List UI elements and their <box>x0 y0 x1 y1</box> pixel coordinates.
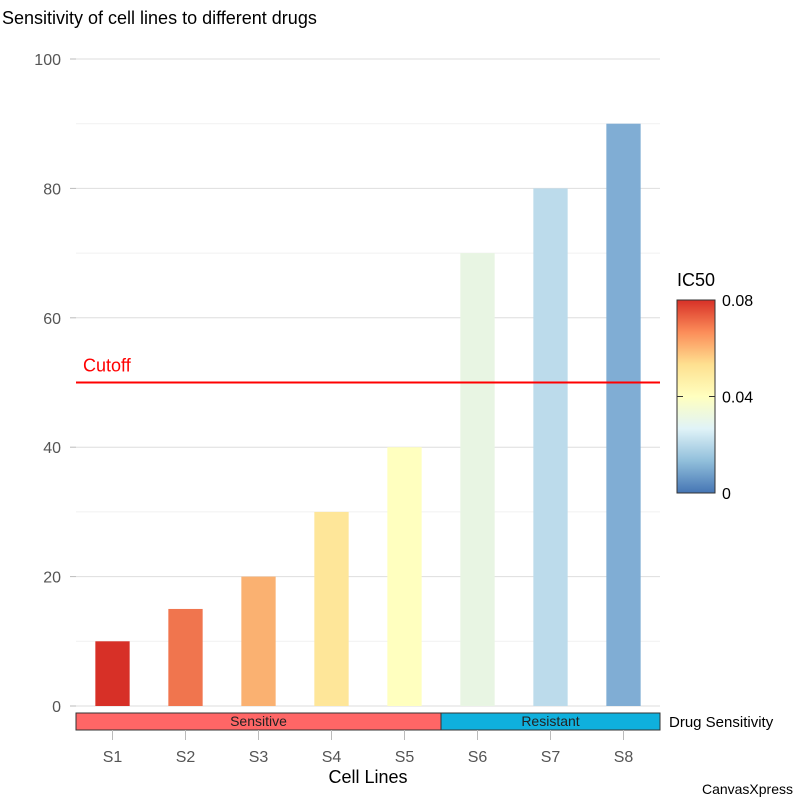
chart-title: Sensitivity of cell lines to different d… <box>2 8 317 28</box>
bar-s6 <box>460 253 495 706</box>
cutoff-label: Cutoff <box>83 356 132 376</box>
bar-s1 <box>95 641 130 706</box>
y-tick-label: 40 <box>43 440 61 457</box>
x-tick-label: S5 <box>395 749 415 766</box>
x-tick-label: S6 <box>468 749 488 766</box>
y-tick-label: 0 <box>52 699 61 716</box>
x-tick-label: S1 <box>103 749 123 766</box>
y-tick-label: 20 <box>43 570 61 587</box>
watermark: CanvasXpress <box>702 781 793 797</box>
legend-ticks: 0 0.04 0.08 <box>677 293 753 503</box>
bar-s3 <box>241 576 276 706</box>
x-tick-label: S4 <box>322 749 342 766</box>
x-tick-label: S3 <box>249 749 269 766</box>
bar-s5 <box>387 447 422 706</box>
x-axis-label: Cell Lines <box>328 767 407 787</box>
x-tick-label: S7 <box>541 749 561 766</box>
track-label-resistant: Resistant <box>521 713 579 729</box>
annotation-track-title: Drug Sensitivity <box>669 714 774 731</box>
bar-s7 <box>533 188 568 706</box>
x-tick-label: S2 <box>176 749 196 766</box>
legend-tick-label: 0 <box>722 486 731 503</box>
annotation-track: Sensitive Resistant <box>75 712 661 731</box>
bars <box>95 123 641 706</box>
bar-s4 <box>314 511 349 706</box>
y-axis: 0 20 40 60 80 100 <box>34 52 76 716</box>
bar-s8 <box>606 123 641 706</box>
x-tick-label: S8 <box>614 749 634 766</box>
track-label-sensitive: Sensitive <box>230 713 287 729</box>
y-tick-label: 100 <box>34 52 61 69</box>
y-tick-label: 80 <box>43 181 61 198</box>
bar-s2 <box>168 608 203 706</box>
legend-title: IC50 <box>677 270 715 290</box>
color-legend: IC50 0 0.04 0.08 <box>676 270 753 503</box>
legend-color-bar <box>676 299 716 494</box>
legend-tick-label: 0.08 <box>722 293 753 310</box>
cutoff-line-group: Cutoff <box>76 356 660 384</box>
x-axis: S1 S2 S3 S4 S5 S6 S7 S8 <box>103 730 634 766</box>
legend-tick-label: 0.04 <box>722 390 753 407</box>
y-tick-label: 60 <box>43 311 61 328</box>
